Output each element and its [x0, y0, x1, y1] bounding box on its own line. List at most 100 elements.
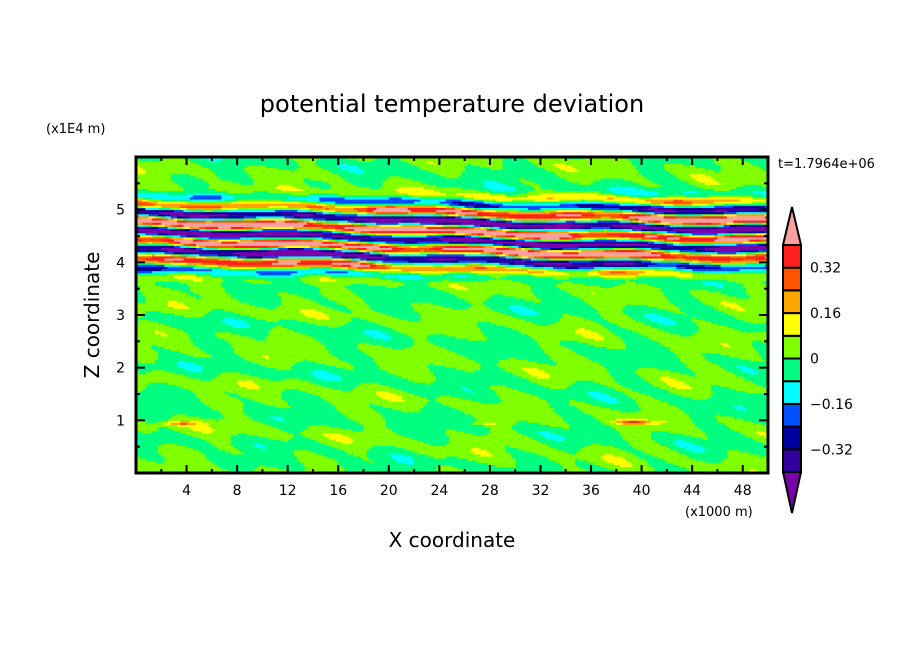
contour-cell: [613, 462, 633, 465]
contour-cell: [467, 163, 472, 166]
contour-cell: [319, 197, 345, 200]
contour-cell: [338, 460, 371, 463]
contour-cell: [136, 437, 200, 440]
contour-cell: [366, 211, 377, 215]
contour-cell: [369, 186, 380, 189]
contour-cell: [673, 243, 684, 246]
contour-cell: [739, 249, 750, 253]
contour-cell: [493, 239, 503, 242]
contour-cell: [575, 460, 589, 463]
contour-cell: [180, 430, 203, 434]
contour-cell: [537, 376, 551, 379]
contour-cell: [480, 365, 500, 369]
contour-cell: [186, 256, 197, 259]
contour-cell: [252, 180, 304, 183]
contour-cell: [477, 209, 484, 213]
contour-cell: [180, 205, 222, 208]
contour-cell: [594, 239, 617, 242]
contour-cell: [426, 365, 447, 369]
contour-cell: [622, 226, 633, 230]
contour-cell: [720, 352, 759, 356]
contour-cell: [651, 325, 699, 329]
contour-cell: [300, 310, 323, 314]
contour-cell: [306, 315, 330, 318]
contour-cell: [568, 399, 576, 402]
contour-cell: [230, 443, 254, 447]
contour-cell: [480, 363, 497, 366]
contour-cell: [515, 256, 522, 259]
contour-cell: [638, 373, 690, 377]
contour-cell: [433, 264, 443, 267]
contour-cell: [448, 203, 459, 206]
contour-cell: [391, 215, 402, 219]
contour-cell: [742, 405, 769, 409]
contour-cell: [366, 302, 412, 305]
contour-cell: [429, 333, 447, 337]
contour-cell: [638, 197, 652, 200]
contour-cell: [373, 251, 380, 255]
contour-cell: [243, 279, 266, 282]
contour-cell: [202, 262, 216, 265]
contour-cell: [410, 302, 434, 305]
contour-cell: [445, 245, 469, 248]
contour-cell: [243, 319, 266, 322]
contour-cell: [556, 222, 573, 225]
contour-cell: [486, 298, 526, 301]
contour-cell: [215, 376, 260, 379]
contour-cell: [512, 256, 516, 259]
contour-cell: [474, 359, 500, 362]
contour-cell: [376, 207, 409, 211]
contour-cell: [433, 380, 532, 383]
contour-cell: [338, 462, 409, 465]
contour-cell: [603, 260, 636, 263]
contour-cell: [467, 203, 478, 206]
contour-cell: [745, 291, 769, 295]
contour-cell: [670, 403, 769, 406]
contour-cell: [736, 243, 759, 246]
contour-cell: [736, 365, 747, 369]
contour-cell: [202, 165, 247, 168]
contour-cell: [189, 197, 222, 200]
contour-cell: [284, 215, 295, 219]
contour-cell: [527, 306, 595, 310]
contour-cell: [647, 264, 677, 267]
contour-cell: [189, 226, 200, 230]
contour-cell: [701, 205, 715, 208]
contour-cell: [136, 428, 159, 432]
contour-cell: [720, 222, 728, 225]
contour-cell: [660, 222, 671, 225]
contour-cell: [230, 293, 279, 297]
contour-cell: [344, 218, 355, 221]
contour-cell: [297, 239, 314, 242]
contour-cell: [306, 222, 314, 225]
contour-cell: [252, 190, 270, 194]
contour-cell: [136, 441, 140, 444]
contour-cell: [237, 207, 301, 211]
contour-cell: [647, 283, 706, 286]
contour-cell: [297, 361, 317, 364]
contour-cell: [723, 310, 769, 314]
contour-cell: [366, 258, 371, 261]
contour-cell: [692, 420, 718, 423]
contour-cell: [136, 182, 178, 185]
contour-cell: [136, 268, 162, 272]
contour-cell: [534, 291, 570, 295]
colorbar-min-triangle: [781, 471, 803, 514]
contour-cell: [711, 207, 769, 211]
contour-cell: [433, 171, 462, 175]
contour-cell: [233, 445, 257, 449]
contour-cell: [679, 232, 687, 236]
contour-cell: [145, 230, 213, 234]
contour-cell: [628, 420, 639, 423]
contour-cell: [189, 333, 216, 337]
contour-cell: [726, 279, 769, 282]
contour-cell: [177, 327, 273, 331]
contour-cell: [641, 237, 652, 240]
contour-cell: [619, 447, 636, 451]
contour-cell: [199, 253, 219, 257]
contour-cell: [761, 357, 769, 360]
contour-cell: [600, 382, 620, 385]
contour-cell: [613, 445, 633, 449]
x-tick-labels: 4 8 12 16 20 24 28 32 36 40 44 48: [182, 483, 752, 499]
